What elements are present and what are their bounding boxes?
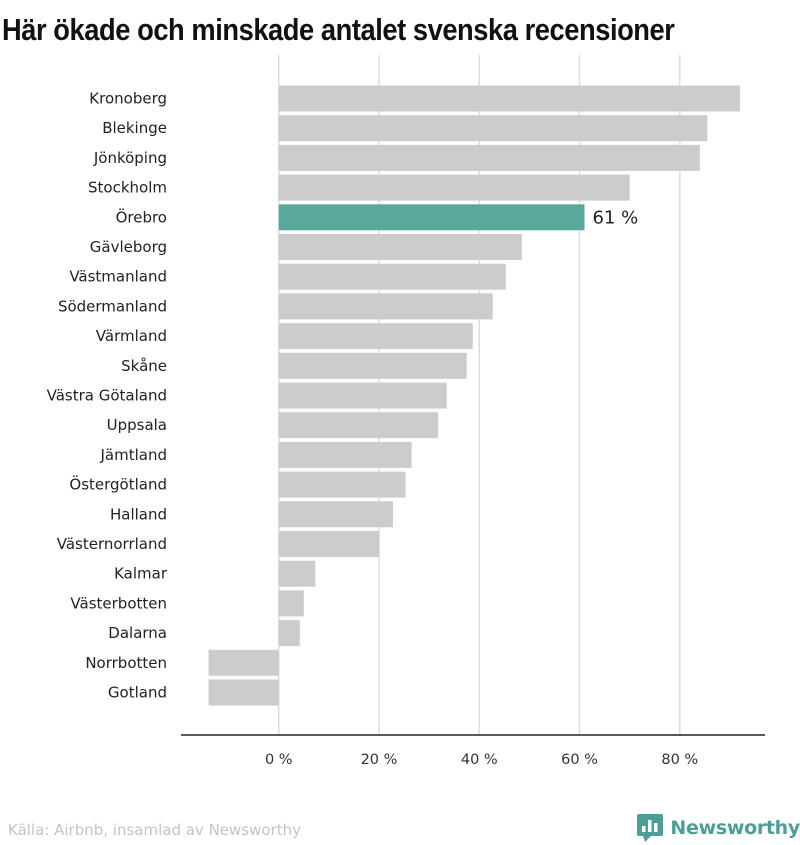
bar-jönköping <box>278 144 700 171</box>
bar-östergötland <box>278 471 406 498</box>
bar-uppsala <box>278 412 439 439</box>
chart-title: Här ökade och minskade antalet svenska r… <box>2 12 675 47</box>
x-axis: 0 % 20 % 40 % 60 % 80 % <box>181 734 765 768</box>
bar-halland <box>278 501 394 528</box>
category-label: Gävleborg <box>90 238 167 256</box>
category-label: Gotland <box>108 684 167 702</box>
bar-södermanland <box>278 293 493 320</box>
bar-värmland <box>278 323 473 350</box>
category-label: Västerbotten <box>70 594 167 612</box>
x-tick-label: 80 % <box>661 752 698 768</box>
bar-gävleborg <box>278 234 522 260</box>
brand: Newsworthy <box>637 814 800 842</box>
bar-chart: Kronoberg Blekinge Jönköping Stockholm Örebr… <box>47 55 765 768</box>
bar-blekinge <box>278 115 708 142</box>
category-label: Värmland <box>96 327 167 345</box>
bar-skåne <box>278 352 467 379</box>
bars <box>208 85 740 706</box>
x-tick-label: 20 % <box>361 752 398 768</box>
bar-västerbotten <box>278 590 304 617</box>
category-labels: Kronoberg Blekinge Jönköping Stockholm Örebr… <box>47 90 639 702</box>
bar-stockholm <box>278 174 630 201</box>
category-label: Västra Götaland <box>47 387 167 405</box>
category-label: Västmanland <box>69 268 167 286</box>
category-label: Halland <box>110 505 167 523</box>
category-label: Uppsala <box>107 416 167 434</box>
category-label: Skåne <box>121 357 167 375</box>
bar-kronoberg <box>278 85 740 112</box>
category-label: Västernorrland <box>57 535 167 553</box>
x-tick-label: 60 % <box>561 752 598 768</box>
category-label: Jönköping <box>93 149 167 167</box>
bar-västmanland <box>278 263 506 290</box>
category-label: Södermanland <box>58 297 167 315</box>
bar-västra-götaland <box>278 382 447 409</box>
data-label: 61 % <box>593 207 639 228</box>
bar-örebro <box>278 204 585 231</box>
bar-jämtland <box>278 441 412 468</box>
brand-name: Newsworthy <box>670 817 800 839</box>
source-note: Källa: Airbnb, insamlad av Newsworthy <box>8 821 301 839</box>
category-label: Örebro <box>116 207 167 226</box>
newsworthy-logo-icon <box>637 814 664 842</box>
bar-gotland <box>208 679 279 706</box>
category-label: Stockholm <box>88 179 167 197</box>
category-label: Blekinge <box>102 119 167 137</box>
category-label: Kronoberg <box>89 90 167 108</box>
x-tick-label: 0 % <box>265 752 293 768</box>
bar-dalarna <box>278 620 300 647</box>
bar-kalmar <box>278 560 316 587</box>
category-label: Jämtland <box>100 446 168 464</box>
category-label: Dalarna <box>108 624 167 642</box>
category-label: Östergötland <box>69 475 167 494</box>
bar-norrbotten <box>208 649 279 676</box>
category-label: Norrbotten <box>85 654 167 672</box>
bar-västernorrland <box>278 531 380 557</box>
category-label: Kalmar <box>114 565 168 583</box>
x-tick-label: 40 % <box>461 752 498 768</box>
